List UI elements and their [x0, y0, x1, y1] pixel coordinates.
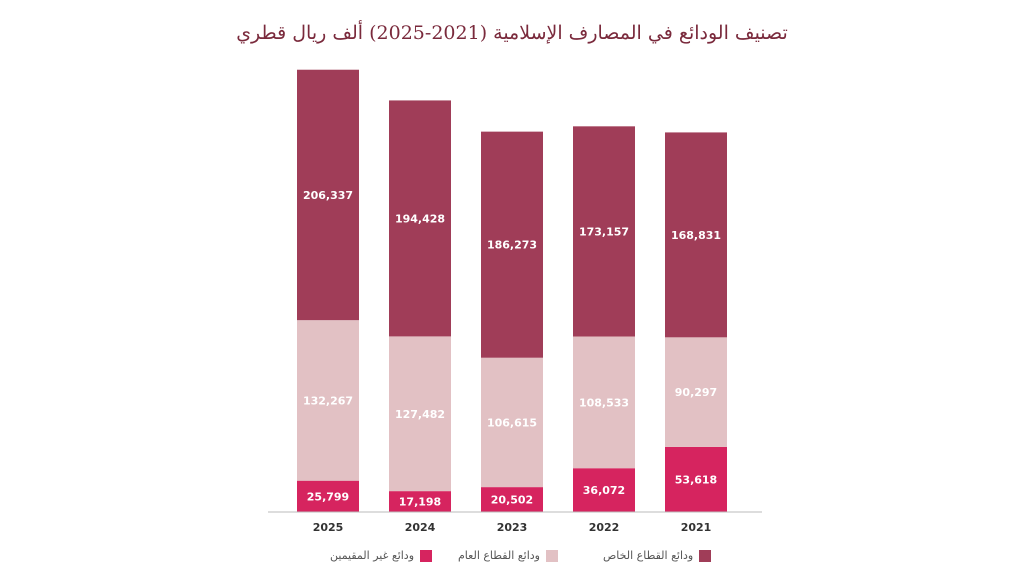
legend-label-nonresident: ودائع غير المقيمين: [330, 549, 415, 562]
data-label-private-2023: 186,273: [487, 239, 537, 252]
legend-swatch-nonresident: [420, 549, 433, 562]
legend: ودائع القطاع الخاص ودائع القطاع العام ود…: [0, 549, 1024, 573]
bar-private-2022: [573, 126, 635, 337]
bar-private-2023: [481, 131, 543, 358]
bar-nonresident-2025: [297, 480, 359, 512]
data-label-nonresident-2021: 53,618: [675, 473, 717, 486]
legend-swatch-public: [545, 549, 558, 562]
x-tick-label-2022: 2022: [589, 521, 620, 534]
bar-public-2021: [665, 337, 727, 447]
bar-private-2021: [665, 132, 727, 338]
data-label-public-2025: 132,267: [303, 394, 353, 407]
data-label-private-2025: 206,337: [303, 189, 353, 202]
bar-public-2024: [389, 336, 451, 492]
bar-private-2025: [297, 69, 359, 321]
data-label-public-2022: 108,533: [579, 396, 629, 409]
legend-label-private: ودائع القطاع الخاص: [603, 549, 694, 562]
data-label-private-2021: 168,831: [671, 229, 721, 242]
data-label-nonresident-2025: 25,799: [307, 490, 349, 503]
x-tick-label-2024: 2024: [405, 521, 436, 534]
legend-item-private: ودائع القطاع الخاص: [603, 549, 712, 562]
bar-nonresident-2022: [573, 468, 635, 512]
bar-nonresident-2023: [481, 487, 543, 512]
bar-public-2025: [297, 320, 359, 481]
bar-nonresident-2021: [665, 446, 727, 512]
data-label-public-2024: 127,482: [395, 408, 445, 421]
data-label-private-2022: 173,157: [579, 225, 629, 238]
data-label-private-2024: 194,428: [395, 212, 445, 225]
bar-nonresident-2024: [389, 491, 451, 512]
bar-private-2024: [389, 100, 451, 337]
bar-public-2022: [573, 336, 635, 469]
data-label-nonresident-2024: 17,198: [399, 496, 441, 509]
x-tick-label-2025: 2025: [313, 521, 344, 534]
data-label-nonresident-2022: 36,072: [583, 484, 625, 497]
chart-title: تصنيف الودائع في المصارف الإسلامية (2021…: [236, 22, 788, 44]
x-tick-label-2023: 2023: [497, 521, 528, 534]
bar-public-2023: [481, 357, 543, 488]
x-tick-labels: 2025 2024 2023 2022 2021: [313, 521, 712, 534]
x-tick-label-2021: 2021: [681, 521, 712, 534]
bars-group: 25,799 132,267 206,337 17,198 127,482 194,428…: [297, 69, 727, 512]
legend-item-nonresident: ودائع غير المقيمين: [330, 549, 433, 562]
data-label-public-2021: 90,297: [675, 386, 717, 399]
legend-swatch-private: [699, 549, 712, 562]
data-label-nonresident-2023: 20,502: [491, 494, 533, 507]
legend-item-public: ودائع القطاع العام: [458, 549, 558, 562]
data-label-public-2023: 106,615: [487, 416, 537, 429]
legend-label-public: ودائع القطاع العام: [458, 549, 540, 562]
